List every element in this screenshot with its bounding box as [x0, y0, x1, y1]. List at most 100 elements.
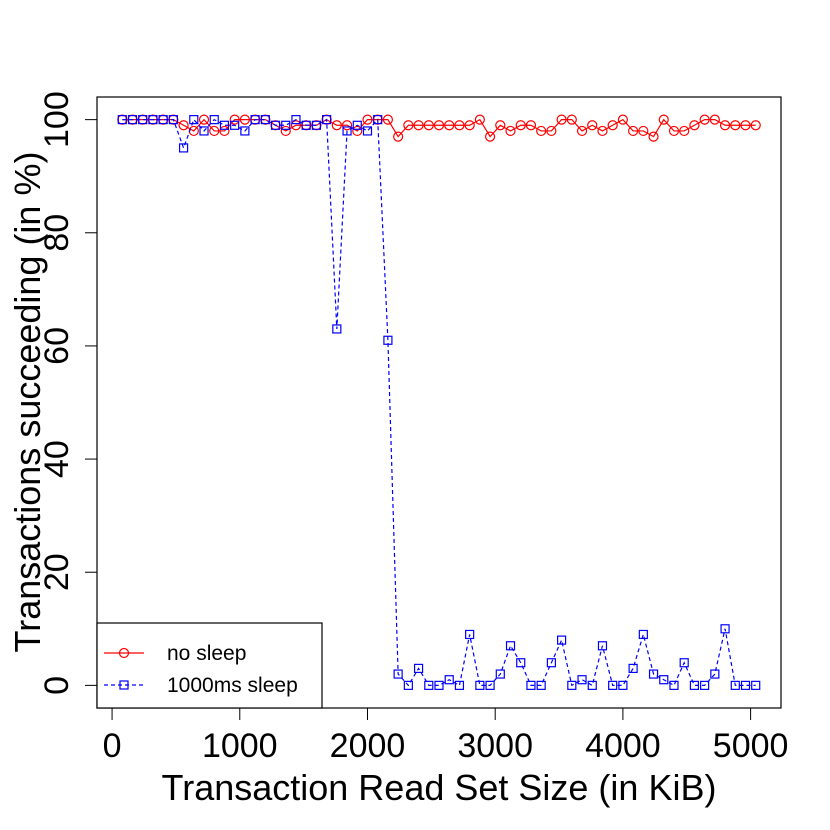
data-point [536, 125, 547, 137]
data-point [383, 335, 393, 345]
data-point [597, 125, 608, 137]
plot-frame [96, 96, 782, 709]
y-tick-label: 80 [38, 214, 76, 252]
data-point [495, 669, 505, 679]
data-point [444, 120, 455, 131]
data-point [281, 120, 291, 130]
data-point [362, 126, 373, 136]
data-point [515, 120, 526, 131]
data-point [556, 635, 567, 645]
data-point [209, 125, 220, 137]
data-point [250, 115, 260, 125]
data-point [566, 114, 577, 125]
data-point [740, 120, 751, 131]
data-point [178, 120, 189, 131]
x-tick-label: 1000 [202, 727, 278, 765]
data-point [710, 669, 720, 679]
data-point [516, 658, 526, 668]
data-point [373, 115, 383, 125]
data-point [403, 680, 413, 690]
data-point [485, 680, 495, 690]
data-point [567, 680, 577, 690]
data-point [628, 125, 639, 137]
y-axis-label: Transactions succeeding (in %) [7, 152, 48, 653]
data-point [290, 120, 302, 131]
x-tick-label: 4000 [585, 727, 661, 765]
data-point [689, 680, 700, 690]
data-point [679, 658, 689, 668]
series-line [122, 118, 756, 687]
data-point [178, 143, 189, 153]
y-tick-label: 40 [38, 440, 76, 478]
legend-label: 1000ms sleep [167, 674, 298, 697]
data-point [669, 680, 679, 690]
x-tick-label: 3000 [457, 727, 533, 765]
y-tick-label: 0 [38, 676, 76, 695]
data-point [474, 114, 485, 125]
data-point [423, 120, 434, 131]
data-point [699, 114, 710, 125]
data-point [465, 629, 475, 640]
legend-box [96, 622, 323, 709]
data-point [413, 120, 424, 131]
data-point [280, 125, 291, 137]
legend-marker [119, 680, 129, 690]
data-point [556, 114, 567, 125]
data-point [648, 669, 659, 679]
data-point [576, 125, 588, 137]
data-point [709, 114, 720, 125]
legend-label: no sleep [167, 642, 246, 665]
data-point [750, 120, 761, 131]
data-point [362, 114, 373, 125]
data-point [700, 680, 710, 690]
data-point [475, 680, 485, 690]
data-point [607, 120, 618, 131]
data-point [444, 675, 454, 685]
data-point [638, 125, 649, 137]
data-point [301, 120, 311, 130]
data-point [230, 120, 240, 130]
data-point [719, 120, 731, 131]
data-point [536, 680, 546, 690]
data-point [628, 663, 638, 673]
data-point [648, 131, 659, 142]
data-point [239, 114, 250, 125]
data-point [658, 114, 669, 125]
data-point [617, 114, 628, 125]
x-axis-label: Transaction Read Set Size (in KiB) [162, 767, 717, 808]
y-tick-label: 100 [38, 91, 76, 148]
data-point [331, 120, 342, 131]
data-point [219, 125, 230, 137]
data-point [332, 324, 342, 334]
data-point [240, 126, 250, 136]
data-point [464, 120, 475, 131]
data-point [740, 680, 751, 690]
data-point [382, 114, 394, 125]
data-point [424, 680, 434, 690]
data-point [117, 115, 127, 125]
data-point [291, 115, 301, 125]
data-point [751, 680, 761, 690]
data-point [608, 680, 618, 690]
data-point [454, 120, 465, 131]
x-tick-label: 2000 [330, 727, 406, 765]
data-point [189, 115, 199, 125]
data-point [352, 125, 363, 137]
data-point [720, 624, 730, 634]
data-point [138, 115, 148, 125]
data-point [403, 120, 414, 131]
x-tick-label: 0 [103, 727, 122, 765]
data-point [597, 641, 608, 651]
data-point [270, 120, 281, 130]
data-point [352, 120, 362, 130]
data-point [526, 680, 536, 690]
data-point [484, 131, 496, 142]
data-point [546, 658, 556, 668]
data-point [659, 675, 669, 685]
data-point [198, 114, 210, 125]
data-point [505, 125, 516, 137]
data-point [209, 115, 219, 125]
data-point [148, 115, 158, 125]
data-point [546, 125, 557, 137]
